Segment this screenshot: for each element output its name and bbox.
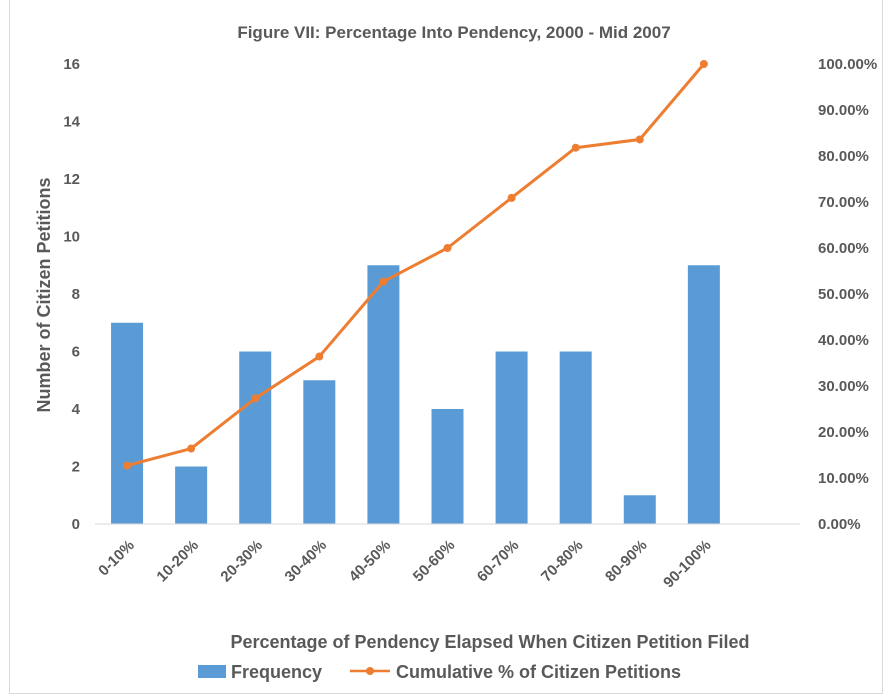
bar-10-20% [175, 466, 208, 524]
y2-tick-label: 80.00% [818, 148, 869, 165]
legend-frequency-label: Frequency [231, 662, 322, 682]
bar-40-50% [367, 265, 400, 524]
y2-tick-label: 30.00% [818, 378, 869, 395]
x-tick-label: 30-40% [282, 537, 331, 586]
y2-tick-label: 10.00% [818, 470, 869, 487]
x-tick-label: 20-30% [217, 537, 266, 586]
bar-30-40% [303, 380, 336, 524]
bar-80-90% [623, 495, 656, 524]
point-20-30% [251, 394, 260, 403]
x-tick-label: 70-80% [538, 537, 587, 586]
bar-0-10% [111, 322, 144, 524]
point-60-70% [507, 193, 516, 202]
y-axis-title: Number of Citizen Petitions [34, 177, 54, 412]
point-10-20% [187, 444, 196, 453]
bar-70-80% [559, 351, 592, 524]
y2-tick-label: 50.00% [818, 286, 869, 303]
bar-60-70% [495, 351, 528, 524]
point-80-90% [635, 135, 644, 144]
x-axis-title: Percentage of Pendency Elapsed When Citi… [230, 632, 749, 652]
y-tick-label: 14 [63, 114, 80, 131]
y-tick-label: 6 [72, 344, 80, 361]
y2-tick-label: 20.00% [818, 424, 869, 441]
y-tick-label: 8 [72, 286, 80, 303]
x-tick-label: 10-20% [153, 537, 202, 586]
point-40-50% [379, 277, 388, 286]
bar-series [111, 265, 720, 524]
y-tick-label: 2 [72, 459, 80, 476]
x-tick-label: 80-90% [602, 537, 651, 586]
y2-tick-label: 100.00% [818, 56, 877, 73]
point-70-80% [571, 143, 580, 152]
y-tick-label: 0 [72, 516, 80, 533]
point-0-10% [123, 461, 132, 470]
bar-90-100% [687, 265, 720, 524]
chart-title: Figure VII: Percentage Into Pendency, 20… [237, 23, 670, 42]
x-tick-label: 60-70% [474, 537, 523, 586]
y2-tick-label: 90.00% [818, 102, 869, 119]
y2-tick-label: 70.00% [818, 194, 869, 211]
legend-cumulative-marker [366, 667, 374, 675]
cumulative-line [126, 63, 706, 468]
y-axis-ticks: 0 2 4 6 8 10 12 14 16 [63, 56, 80, 533]
legend-cumulative-label: Cumulative % of Citizen Petitions [396, 662, 681, 682]
y2-tick-label: 40.00% [818, 332, 869, 349]
x-tick-label: 40-50% [346, 537, 395, 586]
y2-tick-label: 0.00% [818, 516, 861, 533]
y2-axis-ticks: 0.00% 10.00% 20.00% 30.00% 40.00% 50.00% 60.00… [818, 56, 877, 533]
x-tick-label: 0-10% [95, 537, 138, 580]
y2-tick-label: 60.00% [818, 240, 869, 257]
x-axis-ticks: 0-10% 10-20% 20-30% 30-40% 40-50% 50-60% 60-70… [95, 537, 714, 591]
y-tick-label: 12 [63, 171, 80, 188]
y-tick-label: 4 [72, 401, 81, 418]
legend-frequency-swatch [198, 665, 226, 678]
point-90-100% [699, 60, 708, 68]
point-30-40% [315, 352, 324, 361]
y-tick-label: 10 [63, 229, 80, 246]
legend: Frequency Cumulative % of Citizen Petiti… [198, 662, 681, 682]
bar-20-30% [239, 351, 272, 524]
line-series [123, 60, 708, 470]
point-50-60% [443, 244, 452, 252]
x-tick-label: 50-60% [410, 537, 459, 586]
chart-frame [9, 0, 883, 694]
x-tick-label: 90-100% [660, 537, 714, 591]
y-tick-label: 16 [63, 56, 80, 73]
bar-50-60% [431, 409, 464, 524]
